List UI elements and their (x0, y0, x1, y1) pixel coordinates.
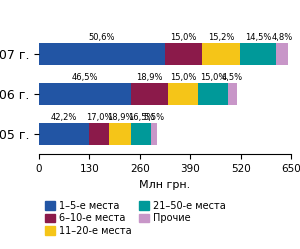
Text: 14,5%: 14,5% (244, 33, 271, 42)
Bar (89, 123, 109, 145)
X-axis label: Млн грн.: Млн грн. (140, 180, 190, 190)
Text: 42,2%: 42,2% (51, 114, 77, 123)
Bar (151, 123, 158, 145)
Bar (202, 43, 240, 65)
Text: 15,0%: 15,0% (170, 33, 197, 42)
Bar (109, 123, 131, 145)
Text: 4,5%: 4,5% (221, 73, 243, 82)
Text: 18,9%: 18,9% (107, 114, 134, 123)
Bar (198, 83, 228, 105)
Bar (39, 83, 131, 105)
Text: 17,0%: 17,0% (86, 114, 112, 123)
Legend: 1–5-е места, 6–10-е места, 11–20-е места, 21–50-е места, Прочие: 1–5-е места, 6–10-е места, 11–20-е места… (41, 197, 230, 240)
Text: 50,6%: 50,6% (88, 33, 115, 42)
Text: 15,2%: 15,2% (208, 33, 234, 42)
Text: 5,5%: 5,5% (144, 114, 165, 123)
Text: 15,0%: 15,0% (200, 73, 226, 82)
Bar (39, 43, 165, 65)
Bar (39, 123, 89, 145)
Text: 4,8%: 4,8% (271, 33, 292, 42)
Bar (168, 83, 198, 105)
Text: 15,0%: 15,0% (170, 73, 196, 82)
Bar (228, 83, 236, 105)
Bar (131, 123, 151, 145)
Bar (131, 83, 168, 105)
Text: 18,9%: 18,9% (136, 73, 163, 82)
Text: 46,5%: 46,5% (72, 73, 98, 82)
Text: 16,5%: 16,5% (128, 114, 154, 123)
Bar (165, 43, 202, 65)
Bar (240, 43, 276, 65)
Bar (276, 43, 288, 65)
